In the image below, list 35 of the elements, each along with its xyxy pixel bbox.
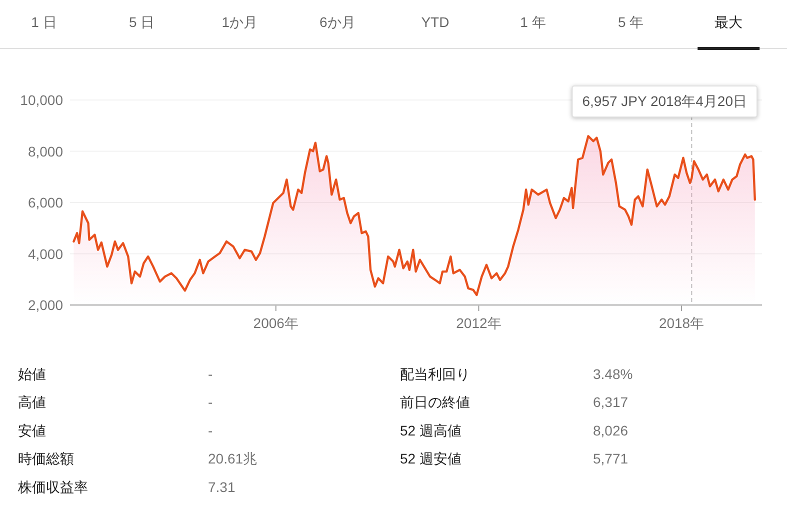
- text: 始値: [18, 366, 46, 382]
- text: 1 年: [520, 14, 546, 30]
- x-tick-label: 2012年: [456, 315, 502, 331]
- text: 株価収益率: [17, 478, 88, 495]
- text: 高値: [18, 394, 46, 410]
- text: 1か月: [222, 14, 258, 30]
- text: -: [208, 366, 213, 382]
- text: 時価総額: [18, 450, 74, 467]
- y-tick-label: 8,000: [28, 143, 64, 160]
- text: 前日の終値: [400, 394, 470, 410]
- text: 5,771: [593, 450, 628, 467]
- text: 最大: [714, 14, 743, 30]
- text: 8,026: [593, 422, 628, 438]
- y-tick-label: 10,000: [20, 92, 64, 108]
- text: 52 週安値: [400, 450, 462, 467]
- y-tick-label: 4,000: [28, 246, 64, 262]
- text: 3.48%: [593, 366, 633, 382]
- text: 20.61兆: [208, 450, 258, 467]
- x-tick-label: 2006年: [253, 315, 298, 331]
- x-tick-label: 2018年: [658, 315, 704, 331]
- text: YTD: [421, 14, 450, 30]
- text: 6か月: [320, 14, 356, 30]
- text: 7.31: [208, 478, 236, 495]
- text: -: [208, 394, 213, 410]
- text: 6,317: [593, 394, 628, 410]
- text: 5 年: [618, 14, 644, 30]
- text: 安値: [18, 422, 46, 438]
- text: 52 週高値: [400, 422, 462, 438]
- text: 配当利回り: [400, 366, 470, 382]
- text: 1 日: [31, 14, 57, 30]
- annotation: 6,957 JPY 2018年4月20日: [582, 93, 747, 109]
- y-tick-label: 6,000: [28, 194, 64, 210]
- text: -: [208, 422, 213, 438]
- text: 5 日: [128, 14, 155, 30]
- y-tick-label: 2,000: [28, 297, 64, 313]
